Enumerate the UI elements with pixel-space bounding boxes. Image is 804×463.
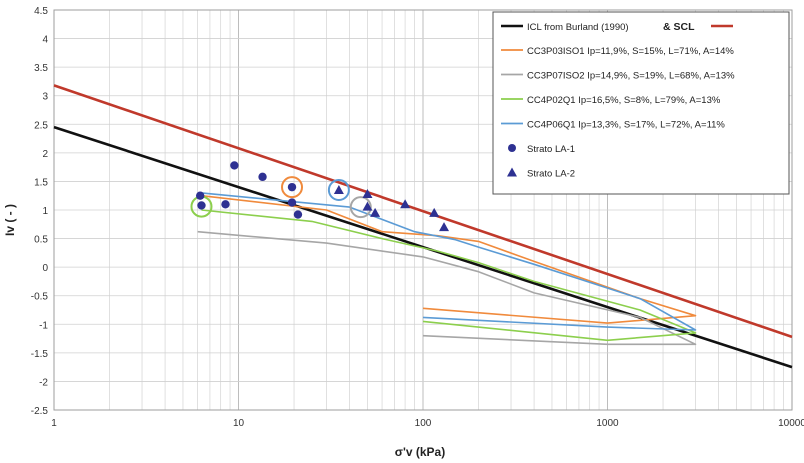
y-tick-label: -1.5 <box>31 349 49 360</box>
y-tick-label: 4.5 <box>34 6 48 17</box>
y-axis-title: Iv ( - ) <box>3 204 17 236</box>
point-strato-la-2 <box>439 222 450 232</box>
point-strato-la-1 <box>287 182 297 192</box>
y-tick-label: 0.5 <box>34 235 48 246</box>
y-tick-label: 2 <box>42 149 48 160</box>
series-line-2 <box>201 194 697 324</box>
y-tick-label: 3.5 <box>34 63 48 74</box>
point-strato-la-1 <box>293 210 303 219</box>
x-tick-label: 1000 <box>596 418 619 429</box>
x-tick-label: 10 <box>233 418 245 429</box>
y-tick-label: 1 <box>42 206 48 217</box>
y-tick-label: 1.5 <box>34 177 48 188</box>
x-tick-label: 100 <box>415 418 432 429</box>
x-axis-title: σ'v (kPa) <box>395 445 445 459</box>
point-strato-la-2 <box>400 199 411 209</box>
point-strato-la-2 <box>370 207 381 217</box>
legend-swatch-circle <box>508 144 516 152</box>
point-strato-la-2 <box>362 189 373 198</box>
marker-layer <box>195 161 450 232</box>
point-strato-la-2 <box>362 201 373 211</box>
legend: ICL from Burland (1990) & SCL CC3P03ISO1 I… <box>492 11 790 195</box>
x-tick-label: 10000 <box>778 418 804 429</box>
y-tick-label: -1 <box>39 320 48 331</box>
legend-label: CC3P07ISO2 Ip=14,9%, S=19%, L=68%, A=13% <box>527 71 735 82</box>
series-line-1 <box>53 84 793 339</box>
legend-swatch-triangle <box>507 167 517 177</box>
plot-area-border <box>53 9 793 411</box>
point-strato-la-1 <box>287 198 297 207</box>
y-tick-label: -2.5 <box>31 406 49 417</box>
point-strato-la-1 <box>197 201 206 210</box>
point-strato-la-1 <box>221 200 230 209</box>
point-strato-la-1 <box>230 161 239 170</box>
y-tick-label: -2 <box>39 377 48 388</box>
y-tick-label: 3 <box>42 92 48 103</box>
legend-box <box>492 11 790 195</box>
highlight-ring <box>281 176 304 199</box>
point-strato-la-1 <box>195 191 205 200</box>
grid <box>53 9 792 411</box>
legend-label-icl: ICL from Burland (1990) <box>527 22 629 33</box>
legend-label: Strato LA-2 <box>527 169 575 180</box>
y-tick-label: 2.5 <box>34 120 48 131</box>
y-tick-label: 4 <box>42 35 48 46</box>
point-strato-la-1 <box>258 172 267 182</box>
highlight-ring <box>349 196 372 219</box>
series-line-5 <box>201 192 697 331</box>
y-tick-labels: 4.5 4 3.5 3 2.5 2 1.5 1 0.5 0 -0.5 -1 -1.5 -2 -2.5 <box>31 6 49 417</box>
legend-label: CC4P06Q1 Ip=13,3%, S=17%, L=72%, A=11% <box>527 120 725 131</box>
point-strato-la-2 <box>333 185 344 194</box>
legend-label: Strato LA-1 <box>527 144 575 155</box>
legend-label: CC4P02Q1 Ip=16,5%, S=8%, L=79%, A=13% <box>527 95 721 106</box>
series-layer <box>53 84 793 369</box>
legend-label: CC3P03ISO1 Ip=11,9%, S=15%, L=71%, A=14% <box>527 46 734 57</box>
series-line-3 <box>197 230 697 346</box>
x-tick-labels: 1 10 100 1000 10000 <box>51 418 804 429</box>
y-tick-label: 0 <box>42 263 48 274</box>
point-strato-la-2 <box>429 207 440 217</box>
y-tick-label: -0.5 <box>31 292 49 303</box>
legend-label-scl: & SCL <box>663 21 695 33</box>
x-tick-label: 1 <box>51 418 57 429</box>
highlight-ring <box>327 179 350 201</box>
series-line-4 <box>201 209 697 342</box>
plot-border <box>53 9 793 411</box>
